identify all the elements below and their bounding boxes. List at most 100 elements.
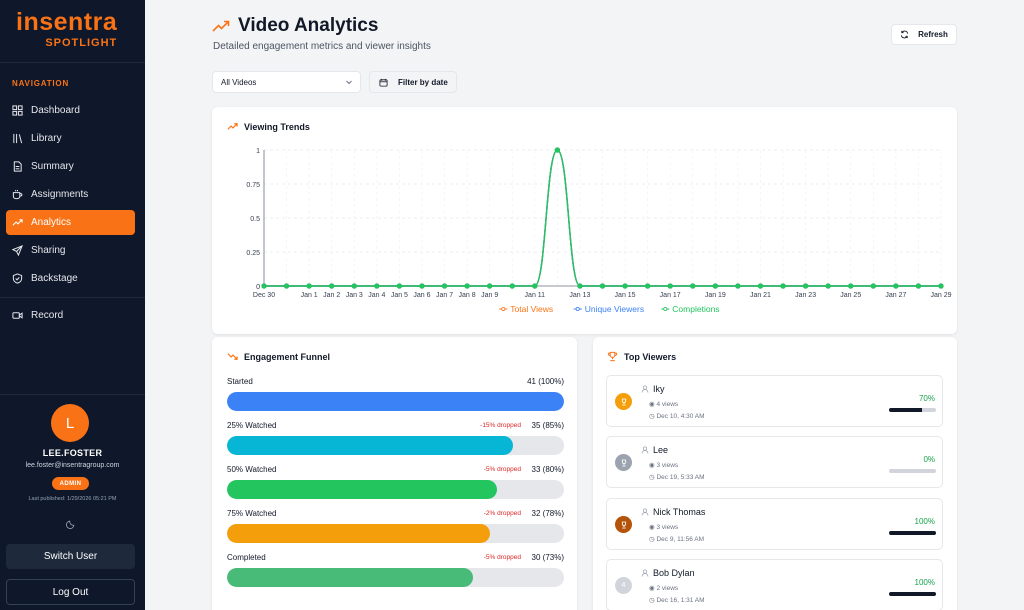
trophy-icon xyxy=(621,398,626,405)
viewer-row[interactable]: Lee ◉ 3 views ◷ Dec 19, 5:33 AM 0% xyxy=(606,436,943,488)
data-point xyxy=(622,283,628,289)
sidebar-item-label: Assignments xyxy=(31,189,89,200)
video-icon xyxy=(12,312,23,319)
filter-by-date-button[interactable]: Filter by date xyxy=(369,71,457,93)
sidebar-item-summary[interactable]: Summary xyxy=(6,154,135,179)
funnel-stage-drop: -5% dropped xyxy=(483,554,521,561)
funnel-stage-count: 33 (80%) xyxy=(531,465,564,474)
switch-user-button[interactable]: Switch User xyxy=(6,544,135,569)
funnel-stage-label: 25% Watched xyxy=(227,421,277,430)
funnel-stage-count: 30 (73%) xyxy=(531,553,564,562)
filter-by-date-label: Filter by date xyxy=(398,77,448,87)
sidebar-item-label: Sharing xyxy=(31,245,66,256)
x-tick-label: Jan 4 xyxy=(368,292,385,299)
data-point xyxy=(532,283,538,289)
x-tick-label: Jan 21 xyxy=(750,292,771,299)
viewer-row[interactable]: Nick Thomas ◉ 3 views ◷ Dec 9, 11:56 AM … xyxy=(606,498,943,550)
video-select-value: All Videos xyxy=(221,77,257,87)
viewer-row[interactable]: Iky ◉ 4 views ◷ Dec 10, 4:30 AM 70% xyxy=(606,375,943,427)
viewer-name: Nick Thomas xyxy=(653,507,706,517)
viewer-progress-bar xyxy=(889,531,936,535)
sidebar-item-backstage[interactable]: Backstage xyxy=(6,266,135,291)
viewer-progress-bar xyxy=(889,469,936,473)
data-point xyxy=(712,283,718,289)
top-viewers-label: Top Viewers xyxy=(624,351,677,362)
sidebar-divider xyxy=(0,297,145,298)
viewer-progress-fill xyxy=(889,408,922,412)
funnel-stage-count: 41 (100%) xyxy=(527,377,564,386)
viewer-date: ◷ Dec 16, 1:31 AM xyxy=(649,596,705,604)
data-point xyxy=(803,283,809,289)
trophy-icon xyxy=(621,521,626,528)
sidebar-item-analytics[interactable]: Analytics xyxy=(6,210,135,235)
coffee-cup-icon xyxy=(12,189,23,200)
funnel-stage-drop: -2% dropped xyxy=(483,510,521,517)
engagement-funnel-label: Engagement Funnel xyxy=(244,351,331,362)
clock-icon: ◷ xyxy=(649,597,655,604)
trophy-icon xyxy=(607,351,618,362)
sidebar-item-label: Record xyxy=(31,310,64,321)
avatar[interactable]: L xyxy=(51,404,89,442)
sidebar-item-record[interactable]: Record xyxy=(6,303,135,328)
viewer-rank-badge xyxy=(615,454,632,471)
eye-icon: ◉ xyxy=(649,524,655,531)
moon-icon[interactable] xyxy=(66,519,76,529)
user-icon xyxy=(641,446,649,454)
engagement-funnel-card xyxy=(212,337,577,610)
sidebar: insentra SPOTLIGHT NAVIGATION Dashboard … xyxy=(0,0,145,610)
trending-up-icon xyxy=(212,20,230,32)
trending-up-icon xyxy=(12,219,23,226)
sidebar-item-dashboard[interactable]: Dashboard xyxy=(6,98,135,123)
viewer-rank-number: 4 xyxy=(621,582,626,589)
brand-logo[interactable]: insentra SPOTLIGHT xyxy=(16,8,117,49)
sidebar-item-sharing[interactable]: Sharing xyxy=(6,238,135,263)
x-tick-label: Jan 23 xyxy=(795,292,816,299)
viewer-progress-bar xyxy=(889,408,936,412)
sidebar-item-library[interactable]: Library xyxy=(6,126,135,151)
viewer-row[interactable]: 4 Bob Dylan ◉ 2 views ◷ Dec 16, 1:31 AM … xyxy=(606,559,943,610)
viewer-views-label: 2 views xyxy=(656,585,679,592)
x-tick-label: Jan 15 xyxy=(615,292,636,299)
viewer-date: ◷ Dec 19, 5:33 AM xyxy=(649,473,705,481)
sidebar-item-label: Library xyxy=(31,133,62,144)
x-tick-label: Jan 2 xyxy=(323,292,340,299)
viewer-date-label: Dec 9, 11:56 AM xyxy=(656,536,705,543)
funnel-stage-count: 32 (78%) xyxy=(531,509,564,518)
legend-marker xyxy=(501,306,506,311)
sidebar-item-label: Dashboard xyxy=(31,105,80,116)
y-tick-label: 0.5 xyxy=(250,216,260,223)
library-icon xyxy=(13,133,23,144)
legend-entry: Completions xyxy=(672,304,719,314)
data-point xyxy=(554,147,560,153)
video-select[interactable]: All Videos xyxy=(212,71,361,93)
funnel-bar-fill xyxy=(227,480,497,499)
funnel-bar xyxy=(227,480,564,499)
data-point xyxy=(848,283,854,289)
viewer-rank-badge: 4 xyxy=(615,577,632,594)
data-point xyxy=(577,283,583,289)
x-tick-label: Jan 13 xyxy=(569,292,590,299)
x-tick-label: Dec 30 xyxy=(253,292,275,299)
funnel-stage-drop: -15% dropped xyxy=(480,422,521,429)
viewer-progress-fill xyxy=(889,592,936,596)
eye-icon: ◉ xyxy=(649,585,655,592)
funnel-bar xyxy=(227,392,564,411)
brand-name: insentra xyxy=(16,8,118,36)
top-viewers-title: Top Viewers xyxy=(607,351,676,362)
refresh-icon xyxy=(901,30,909,39)
funnel-bar xyxy=(227,436,564,455)
sidebar-item-assignments[interactable]: Assignments xyxy=(6,182,135,207)
logout-button[interactable]: Log Out xyxy=(6,579,135,605)
trending-down-icon xyxy=(227,353,238,360)
refresh-button[interactable]: Refresh xyxy=(891,24,957,45)
data-point xyxy=(261,283,267,289)
viewer-rank-badge xyxy=(615,516,632,533)
data-point xyxy=(283,283,290,289)
viewer-completion: 70% xyxy=(918,394,935,403)
shield-icon xyxy=(12,273,23,284)
dashboard-icon xyxy=(12,105,23,116)
sidebar-item-label: Summary xyxy=(31,161,74,172)
viewing-trends-card xyxy=(212,107,957,334)
y-tick-label: 1 xyxy=(256,148,260,155)
funnel-bar-fill xyxy=(227,568,473,587)
